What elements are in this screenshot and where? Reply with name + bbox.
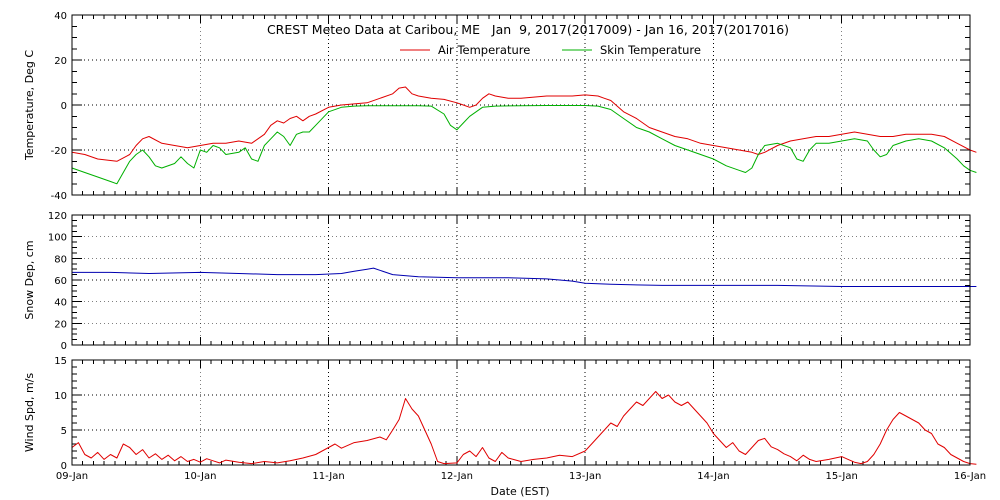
- snow-y-tick-label: 120: [48, 211, 67, 222]
- temperature-series-line-0: [71, 86, 977, 162]
- temperature-y-tick-label: 40: [54, 11, 67, 22]
- x-tick-label: 16-Jan: [954, 471, 986, 482]
- x-tick-labels: 09-Jan 10-Jan 11-Jan 12-Jan 13-Jan 14-Jan 15-J…: [56, 471, 986, 482]
- x-tick-label: 15-Jan: [826, 471, 858, 482]
- temperature-plot-frame: [71, 14, 971, 196]
- wind-y-tick-label: 0: [61, 461, 67, 472]
- legend: Air Temperature Skin Temperature: [400, 43, 701, 57]
- temperature-y-axis-label: Temperature, Deg C: [23, 50, 36, 161]
- x-tick-label: 13-Jan: [569, 471, 601, 482]
- wind-y-tick-label: 15: [54, 356, 67, 367]
- snow-y-tick-label: 100: [48, 233, 67, 244]
- wind-panel: 0 5 10 15 Wind Spd, m/s: [23, 356, 977, 472]
- x-tick-label: 10-Jan: [184, 471, 216, 482]
- snow-y-tick-label: 20: [54, 319, 67, 330]
- legend-label-1: Skin Temperature: [600, 43, 701, 57]
- legend-label-0: Air Temperature: [438, 43, 530, 57]
- temperature-series-line-1: [71, 105, 977, 185]
- temperature-y-tick-label: -40: [51, 191, 67, 202]
- wind-y-tick-label: 5: [61, 426, 67, 437]
- snow-panel: 0 20 40 60 80 100 120 Snow Dep, cm: [23, 211, 977, 352]
- snow-plot-frame: [71, 214, 971, 346]
- snow-y-axis-label: Snow Dep, cm: [23, 240, 36, 319]
- wind-plot-frame: [71, 359, 971, 466]
- snow-y-tick-label: 60: [54, 276, 67, 287]
- temperature-y-tick-label: 20: [54, 56, 67, 67]
- snow-y-tick-label: 40: [54, 298, 67, 309]
- chart-title: CREST Meteo Data at Caribou, ME Jan 9, 2…: [267, 22, 789, 37]
- snow-y-tick-label: 80: [54, 254, 67, 265]
- snow-y-tick-label: 0: [61, 341, 67, 352]
- x-tick-label: 14-Jan: [697, 471, 729, 482]
- x-tick-label: 09-Jan: [56, 471, 88, 482]
- panels-layer: -40 -20 0 20 40 Temperature, Deg C 0 20 40 60 80 10…: [23, 11, 977, 472]
- temperature-panel: -40 -20 0 20 40 Temperature, Deg C: [23, 11, 977, 202]
- wind-y-axis-label: Wind Spd, m/s: [23, 373, 36, 453]
- temperature-y-tick-label: 0: [61, 101, 67, 112]
- x-axis-label: Date (EST): [490, 485, 549, 498]
- wind-series-line-0: [71, 391, 977, 465]
- x-tick-label: 11-Jan: [312, 471, 344, 482]
- x-tick-label: 12-Jan: [441, 471, 473, 482]
- wind-y-tick-label: 10: [54, 391, 67, 402]
- snow-series-line-0: [72, 267, 977, 287]
- temperature-y-tick-label: -20: [51, 146, 67, 157]
